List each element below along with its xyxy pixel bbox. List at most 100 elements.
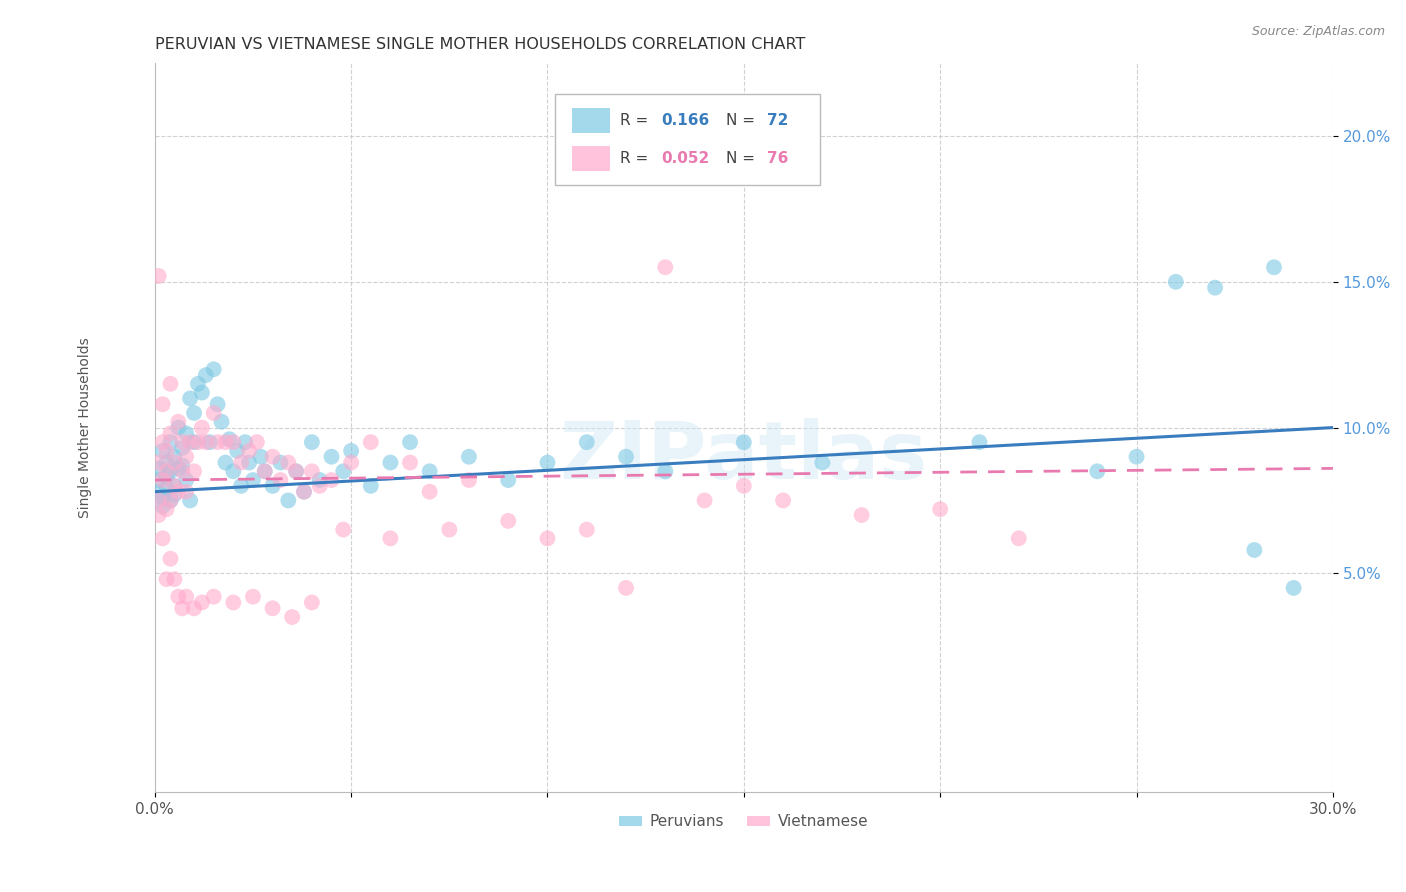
Point: [167, 484, 190, 499]
Point: [148, 493, 170, 508]
FancyBboxPatch shape: [555, 94, 821, 185]
Point: [172, 435, 194, 450]
Point: [163, 488, 186, 502]
Point: [172, 464, 194, 478]
Point: [496, 473, 519, 487]
Point: [191, 420, 214, 434]
Point: [152, 397, 174, 411]
Point: [198, 435, 221, 450]
Point: [148, 508, 170, 522]
Point: [214, 456, 236, 470]
Point: [1243, 543, 1265, 558]
Point: [155, 456, 177, 470]
Point: [152, 473, 174, 487]
Point: [174, 450, 197, 464]
Point: [231, 479, 253, 493]
Point: [222, 595, 245, 609]
Point: [202, 362, 225, 376]
Point: [321, 473, 343, 487]
Point: [332, 523, 354, 537]
Point: [285, 464, 308, 478]
Point: [238, 443, 260, 458]
Point: [246, 435, 269, 450]
Point: [155, 470, 177, 484]
Point: [183, 464, 205, 478]
Point: [332, 464, 354, 478]
Point: [155, 464, 177, 478]
Point: [811, 456, 834, 470]
Point: [152, 491, 174, 505]
Point: [179, 493, 201, 508]
Point: [167, 461, 190, 475]
Point: [277, 493, 299, 508]
Point: [174, 590, 197, 604]
Point: [969, 435, 991, 450]
Point: [380, 456, 402, 470]
Text: PERUVIAN VS VIETNAMESE SINGLE MOTHER HOUSEHOLDS CORRELATION CHART: PERUVIAN VS VIETNAMESE SINGLE MOTHER HOU…: [155, 37, 806, 53]
Point: [163, 572, 186, 586]
Legend: Peruvians, Vietnamese: Peruvians, Vietnamese: [613, 808, 875, 835]
Point: [174, 473, 197, 487]
Text: 72: 72: [768, 112, 789, 128]
Point: [772, 493, 794, 508]
Point: [419, 464, 441, 478]
Point: [179, 392, 201, 406]
Point: [269, 456, 291, 470]
Point: [159, 464, 181, 478]
Point: [155, 572, 177, 586]
Point: [172, 601, 194, 615]
Point: [301, 464, 323, 478]
Point: [167, 590, 190, 604]
Point: [693, 493, 716, 508]
Point: [218, 432, 240, 446]
Point: [242, 590, 264, 604]
Point: [152, 443, 174, 458]
Point: [155, 502, 177, 516]
Point: [148, 473, 170, 487]
Point: [191, 385, 214, 400]
Point: [214, 435, 236, 450]
Point: [242, 473, 264, 487]
Point: [360, 479, 382, 493]
Point: [1008, 532, 1031, 546]
Point: [159, 493, 181, 508]
Point: [183, 435, 205, 450]
Point: [148, 268, 170, 283]
Point: [249, 450, 271, 464]
Point: [194, 435, 217, 450]
Point: [163, 456, 186, 470]
Point: [159, 435, 181, 450]
Point: [1085, 464, 1108, 478]
Point: [399, 435, 422, 450]
Point: [163, 479, 186, 493]
Point: [419, 484, 441, 499]
Point: [536, 532, 558, 546]
Point: [380, 532, 402, 546]
Point: [159, 551, 181, 566]
Point: [301, 595, 323, 609]
Point: [292, 484, 315, 499]
Point: [159, 493, 181, 508]
Point: [172, 441, 194, 455]
Point: [187, 376, 209, 391]
Point: [207, 397, 229, 411]
Point: [152, 500, 174, 514]
Point: [231, 456, 253, 470]
Point: [167, 420, 190, 434]
Point: [614, 450, 637, 464]
Point: [163, 479, 186, 493]
Point: [163, 450, 186, 464]
Point: [174, 484, 197, 499]
Point: [1125, 450, 1147, 464]
Point: [155, 443, 177, 458]
Point: [614, 581, 637, 595]
Point: [269, 473, 291, 487]
Text: 0.052: 0.052: [661, 151, 710, 166]
Point: [458, 450, 481, 464]
Point: [496, 514, 519, 528]
Point: [851, 508, 873, 522]
Point: [1164, 275, 1187, 289]
Point: [233, 435, 256, 450]
Point: [174, 426, 197, 441]
Point: [226, 443, 249, 458]
